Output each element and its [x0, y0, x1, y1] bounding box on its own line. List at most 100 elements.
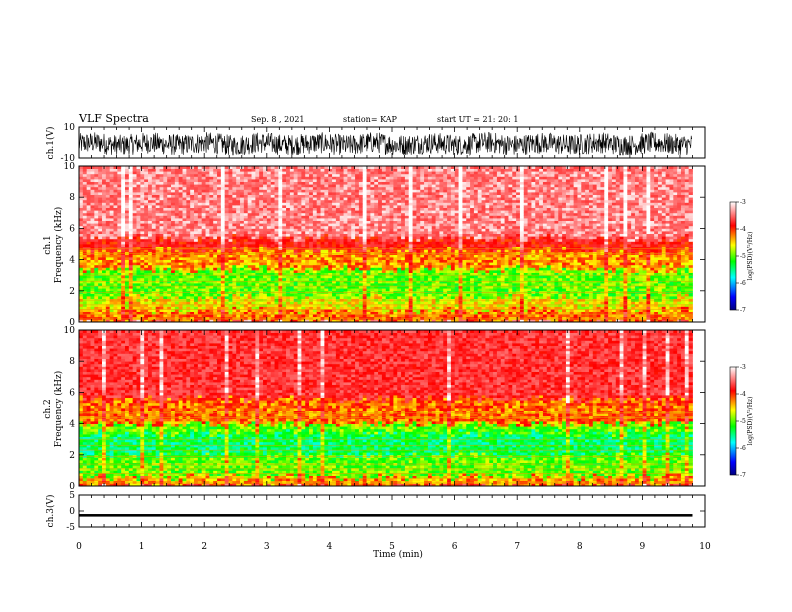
spectrogram-cell: [340, 184, 344, 187]
spectrogram-cell: [271, 275, 275, 278]
spectrogram-cell: [206, 169, 210, 172]
spectrogram-cell: [367, 304, 371, 307]
spectrogram-cell: [194, 169, 198, 172]
spectrogram-cell: [229, 234, 233, 237]
spectrogram-cell: [171, 304, 175, 307]
spectrogram-cell: [213, 257, 217, 260]
spectrogram-cell: [133, 223, 137, 226]
spectrogram-cell: [186, 184, 190, 187]
spectrogram-cell: [255, 244, 259, 247]
spectrogram-cell: [160, 262, 164, 265]
spectrogram-cell: [179, 244, 183, 247]
spectrogram-cell: [263, 306, 267, 309]
spectrogram-cell: [336, 208, 340, 211]
spectrogram-cell: [202, 260, 206, 263]
spectrogram-cell: [179, 200, 183, 203]
spectrogram-cell: [367, 234, 371, 237]
spectrogram-cell: [359, 265, 363, 268]
spectrogram-cell: [152, 301, 156, 304]
spectrogram-cell: [129, 202, 133, 205]
spectrogram-cell: [186, 262, 190, 265]
spectrogram-cell: [309, 278, 313, 281]
spectrogram-cell: [355, 192, 359, 195]
spectrogram-cell: [160, 195, 164, 198]
spectrogram-cell: [363, 260, 367, 263]
spectrogram-cell: [179, 241, 183, 244]
spectrogram-cell: [87, 208, 91, 211]
spectrogram-cell: [179, 262, 183, 265]
spectrogram-cell: [225, 239, 229, 242]
spectrogram-cell: [171, 317, 175, 320]
spectrogram-cell: [102, 304, 106, 307]
spectrogram-cell: [213, 278, 217, 281]
spectrogram-cell: [140, 262, 144, 265]
spectrogram-cell: [321, 169, 325, 172]
spectrogram-cell: [240, 293, 244, 296]
spectrogram-cell: [213, 182, 217, 185]
spectrogram-cell: [225, 275, 229, 278]
spectrogram-cell: [179, 228, 183, 231]
spectrogram-cell: [167, 241, 171, 244]
spectrogram-cell: [125, 192, 129, 195]
spectrogram-cell: [301, 293, 305, 296]
spectrogram-cell: [347, 210, 351, 213]
spectrogram-cell: [244, 265, 248, 268]
spectrogram-cell: [301, 218, 305, 221]
spectrogram-cell: [336, 176, 340, 179]
spectrogram-cell: [194, 221, 198, 224]
spectrogram-cell: [259, 202, 263, 205]
spectrogram-cell: [286, 176, 290, 179]
spectrogram-cell: [133, 257, 137, 260]
spectrogram-cell: [259, 205, 263, 208]
spectrogram-cell: [171, 254, 175, 257]
spectrogram-cell: [156, 244, 160, 247]
spectrogram-cell: [313, 192, 317, 195]
spectrogram-cell: [209, 200, 213, 203]
spectrogram-cell: [255, 267, 259, 270]
spectrogram-cell: [152, 169, 156, 172]
spectrogram-cell: [271, 192, 275, 195]
spectrogram-cell: [221, 254, 225, 257]
spectrogram-cell: [217, 265, 221, 268]
spectrogram-cell: [198, 171, 202, 174]
spectrogram-cell: [248, 270, 252, 273]
spectrogram-cell: [282, 262, 286, 265]
spectrogram-cell: [167, 176, 171, 179]
spectrogram-cell: [121, 187, 125, 190]
spectrogram-cell: [83, 228, 87, 231]
spectrogram-cell: [298, 301, 302, 304]
spectrogram-cell: [309, 171, 313, 174]
spectrogram-cell: [156, 223, 160, 226]
spectrogram-cell: [87, 187, 91, 190]
spectrogram-cell: [340, 179, 344, 182]
spectrogram-cell: [313, 184, 317, 187]
spectrogram-cell: [148, 195, 152, 198]
spectrogram-cell: [374, 254, 378, 257]
spectrogram-cell: [217, 306, 221, 309]
spectrogram-cell: [117, 189, 121, 192]
spectrogram-cell: [367, 241, 371, 244]
spectrogram-cell: [298, 254, 302, 257]
spectrogram-cell: [313, 254, 317, 257]
spectrogram-cell: [275, 249, 279, 252]
spectrogram-cell: [340, 288, 344, 291]
spectrogram-cell: [286, 288, 290, 291]
spectrogram-cell: [305, 182, 309, 185]
spectrogram-cell: [278, 174, 282, 177]
spectrogram-cell: [301, 288, 305, 291]
spectrogram-cell: [179, 226, 183, 229]
spectrogram-cell: [213, 241, 217, 244]
spectrogram-cell: [324, 228, 328, 231]
spectrogram-cell: [271, 210, 275, 213]
spectrogram-cell: [156, 176, 160, 179]
spectrogram-cell: [328, 215, 332, 218]
spectrogram-cell: [344, 187, 348, 190]
spectrogram-cell: [194, 283, 198, 286]
spectrogram-cell: [217, 231, 221, 234]
spectrogram-cell: [221, 228, 225, 231]
spectrogram-cell: [275, 296, 279, 299]
spectrogram-cell: [213, 296, 217, 299]
spectrogram-cell: [290, 270, 294, 273]
spectrogram-cell: [213, 275, 217, 278]
spectrogram-cell: [190, 306, 194, 309]
